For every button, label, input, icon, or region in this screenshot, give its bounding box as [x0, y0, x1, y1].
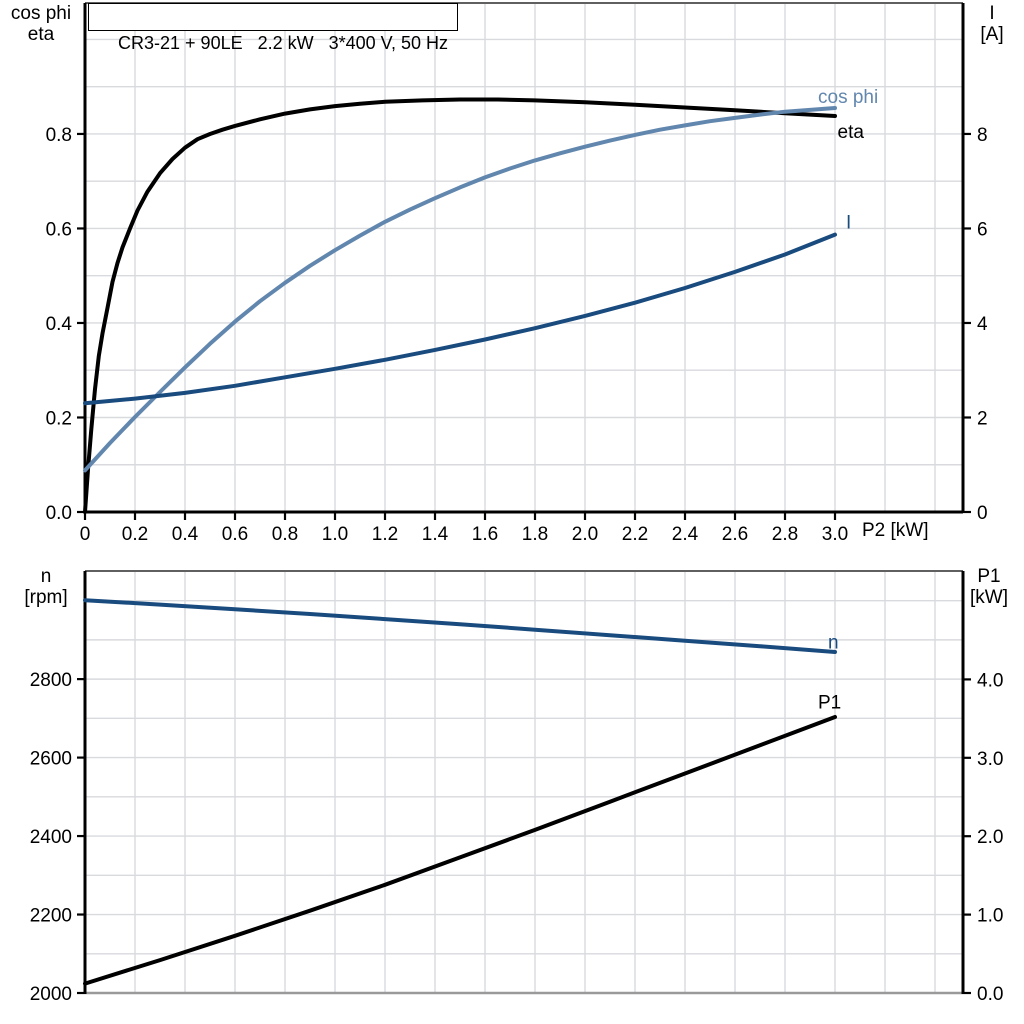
chart-title: CR3-21 + 90LE 2.2 kW 3*400 V, 50 Hz	[118, 33, 449, 53]
x-tick-label: 1.6	[472, 524, 498, 545]
axis-ticks	[77, 678, 971, 995]
x-tick-label: 0	[80, 524, 91, 545]
input-power-curve-label: P1	[818, 692, 841, 713]
right-tick-label: 0.0	[977, 984, 1003, 1005]
right-tick-label: 2	[977, 408, 988, 429]
speed-axis-label: n	[40, 566, 52, 587]
grid	[85, 4, 963, 512]
x-axis-title: P2 [kW]	[862, 520, 929, 541]
eta-curve-label: eta	[838, 122, 865, 143]
x-tick-label: 2.8	[772, 524, 798, 545]
speed-power-chart: 2000 2200 2400 2600 2800 0.0 1.0 2.0 3.0 4.0 n P1	[30, 570, 1004, 1005]
speed-curve	[83, 598, 837, 654]
right-tick-label: 2.0	[977, 827, 1003, 848]
right-tick-label: 3.0	[977, 749, 1003, 770]
left-tick-label: 2600	[30, 749, 72, 770]
cos-phi-axis-label: cos phi	[10, 3, 72, 24]
right-tick-label: 8	[977, 125, 988, 146]
speed-unit-label: [rpm]	[24, 587, 68, 608]
bottom-chart-left-axis-title: n [rpm]	[6, 566, 86, 608]
left-tick-label: 2200	[30, 906, 72, 927]
current-curve-label: I	[846, 212, 851, 233]
right-tick-label: 4.0	[977, 670, 1003, 691]
right-tick-label: 1.0	[977, 906, 1003, 927]
right-tick-label: 6	[977, 219, 988, 240]
left-tick-label: 0.4	[46, 314, 73, 335]
right-tick-label: 4	[977, 314, 988, 335]
plot-frame	[83, 570, 965, 995]
speed-curve-label: n	[828, 633, 839, 654]
x-tick-label: 2.2	[622, 524, 648, 545]
x-tick-label: 1.0	[322, 524, 348, 545]
axis-tick-labels: 0.0 0.2 0.4 0.6 0.8 0 2 4 6 8 0 0.2 0.4 0.6 0.8 1.0 1.2 1…	[46, 125, 988, 545]
eta-curve	[83, 97, 837, 514]
top-chart-right-axis-title: I [A]	[966, 3, 1018, 45]
x-tick-label: 1.8	[522, 524, 548, 545]
right-tick-label: 0	[977, 503, 988, 524]
cos-phi-curve-label: cos phi	[818, 87, 878, 108]
power-unit-label: [kW]	[970, 587, 1008, 608]
current-curve	[83, 232, 837, 406]
eta-axis-label: eta	[27, 24, 55, 45]
chart-title-box: CR3-21 + 90LE 2.2 kW 3*400 V, 50 Hz	[88, 3, 459, 53]
left-tick-label: 2800	[30, 670, 72, 691]
plot-frame	[83, 2, 965, 514]
x-tick-label: 1.4	[422, 524, 449, 545]
bottom-chart-right-axis-title: P1 [kW]	[960, 566, 1018, 608]
x-tick-label: 2.4	[672, 524, 699, 545]
x-tick-label: 2.0	[572, 524, 598, 545]
left-tick-label: 0.0	[46, 503, 72, 524]
x-tick-label: 0.6	[222, 524, 248, 545]
left-tick-label: 2000	[30, 984, 72, 1005]
current-axis-label: I	[989, 3, 995, 24]
left-tick-label: 0.2	[46, 408, 72, 429]
input-power-curve	[83, 715, 837, 986]
left-tick-label: 0.8	[46, 125, 72, 146]
x-tick-label: 0.8	[272, 524, 298, 545]
x-tick-label: 3.0	[822, 524, 848, 545]
cos-phi-curve	[83, 106, 837, 473]
motor-data-chart: 0.0 0.2 0.4 0.6 0.8 0 2 4 6 8 0 0.2 0.4 0.6 0.8 1.0 1.2 1…	[46, 2, 988, 545]
x-tick-label: 2.6	[722, 524, 748, 545]
top-chart-left-axis-title: cos phi eta	[2, 3, 80, 45]
left-tick-label: 2400	[30, 827, 72, 848]
axis-tick-labels: 2000 2200 2400 2600 2800 0.0 1.0 2.0 3.0 4.0	[30, 670, 1004, 1005]
x-tick-label: 0.2	[122, 524, 148, 545]
x-tick-label: 0.4	[172, 524, 199, 545]
current-unit-label: [A]	[980, 24, 1004, 45]
x-tick-label: 1.2	[372, 524, 398, 545]
left-tick-label: 0.6	[46, 219, 72, 240]
power-axis-label: P1	[977, 566, 1001, 587]
series-curves: eta cos phi I	[83, 87, 878, 514]
series-curves: n P1	[83, 598, 841, 986]
axis-ticks	[77, 132, 971, 520]
